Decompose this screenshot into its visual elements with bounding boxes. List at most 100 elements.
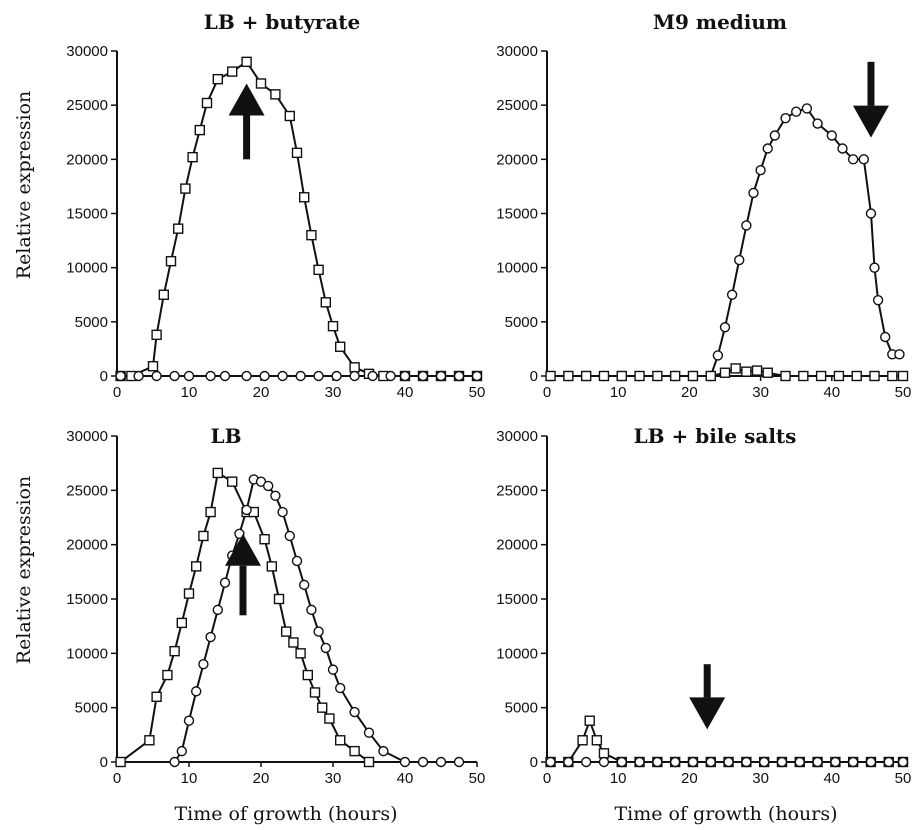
- square-marker: [281, 626, 292, 637]
- square-marker: [616, 370, 627, 382]
- circle-marker: [634, 756, 645, 768]
- square-marker: [335, 735, 346, 746]
- square-marker: [291, 147, 303, 159]
- circle-marker: [295, 370, 306, 382]
- x-tick-label: 50: [469, 770, 486, 787]
- y-axis-title-bottom: Relative expression: [13, 476, 35, 664]
- circle-marker: [277, 370, 288, 382]
- arrow-up-icon: [225, 533, 261, 566]
- circle-marker: [598, 756, 610, 768]
- square-marker: [669, 370, 681, 382]
- x-tick-label: 10: [610, 770, 627, 787]
- circle-marker: [205, 370, 216, 382]
- circle-marker: [563, 756, 574, 768]
- square-marker: [255, 78, 267, 89]
- y-tick-label: 0: [530, 368, 538, 385]
- chart-panel-4: 0 5000 10000 15000 20000 25000 30000 0 10 20 30 40 5…: [496, 424, 911, 787]
- y-tick-label: 10000: [66, 260, 108, 277]
- circle-marker: [284, 530, 295, 542]
- circle-marker: [780, 112, 791, 124]
- circle-marker: [734, 254, 745, 266]
- square-marker: [183, 588, 195, 599]
- arrow-up-icon: [228, 83, 265, 116]
- circle-marker: [865, 208, 877, 219]
- circle-marker: [399, 756, 411, 768]
- circle-marker: [270, 490, 281, 501]
- arrow-down-icon-shaft: [867, 61, 875, 106]
- y-tick-label: 20000: [496, 151, 538, 168]
- y-tick-label: 15000: [66, 206, 108, 223]
- square-marker: [187, 151, 198, 163]
- circle-marker: [277, 506, 288, 518]
- circle-marker: [435, 756, 447, 768]
- circle-marker: [719, 322, 731, 333]
- x-tick-label: 30: [325, 770, 342, 787]
- square-marker: [762, 367, 773, 378]
- arrow-down-icon-shaft: [703, 664, 711, 698]
- circle-marker: [327, 664, 339, 675]
- y-tick-label: 15000: [66, 591, 108, 608]
- y-tick-label: 0: [100, 754, 108, 771]
- x-tick-label: 30: [752, 384, 769, 401]
- square-marker: [266, 561, 277, 572]
- square-marker: [741, 366, 752, 377]
- arrow-down-icon: [689, 697, 726, 730]
- y-tick-label: 10000: [496, 645, 538, 662]
- panel-title: LB + butyrate: [204, 10, 361, 34]
- circle-marker: [545, 756, 556, 768]
- circle-marker: [183, 715, 195, 726]
- circle-marker: [133, 370, 144, 382]
- circle-marker: [417, 370, 429, 382]
- square-marker: [580, 370, 592, 382]
- y-tick-label: 25000: [496, 97, 538, 114]
- panels-group: 0 5000 10000 15000 20000 25000 30000 0 10 20 30 40 5…: [66, 10, 911, 787]
- square-marker: [295, 648, 306, 659]
- square-marker: [194, 124, 206, 136]
- circle-marker: [378, 745, 389, 757]
- circle-marker: [151, 370, 162, 382]
- y-tick-label: 5000: [75, 700, 108, 717]
- square-marker: [162, 669, 173, 681]
- square-marker: [259, 534, 270, 545]
- x-tick-label: 40: [823, 384, 840, 401]
- circle-marker: [212, 604, 224, 616]
- square-marker: [327, 320, 339, 332]
- y-tick-label: 20000: [66, 151, 108, 168]
- x-tick-label: 20: [253, 384, 270, 401]
- circle-marker: [198, 659, 209, 670]
- circle-marker: [399, 370, 411, 382]
- circle-marker: [872, 294, 884, 306]
- y-tick-label: 5000: [505, 700, 538, 717]
- circle-marker: [812, 756, 823, 768]
- y-tick-label: 30000: [496, 43, 538, 60]
- x-tick-label: 50: [895, 770, 912, 787]
- circle-marker: [669, 756, 681, 768]
- circle-marker: [363, 727, 375, 738]
- circle-marker: [741, 220, 752, 231]
- circle-marker: [219, 577, 231, 588]
- square-marker: [180, 183, 191, 194]
- square-marker: [780, 370, 791, 382]
- square-marker: [147, 361, 159, 372]
- circle-marker: [385, 370, 396, 382]
- circle-marker: [176, 745, 188, 757]
- y-tick-label: 20000: [66, 537, 108, 554]
- square-marker: [598, 748, 610, 759]
- circle-marker: [320, 642, 331, 654]
- x-tick-label: 40: [397, 770, 414, 787]
- square-marker: [851, 370, 862, 382]
- square-marker: [324, 713, 335, 724]
- circle-marker: [705, 756, 716, 768]
- square-marker: [172, 223, 184, 234]
- square-marker: [687, 370, 699, 382]
- square-marker: [198, 530, 209, 542]
- circle-marker: [801, 103, 813, 114]
- circle-marker: [219, 370, 231, 382]
- circle-marker: [367, 370, 378, 382]
- circle-marker: [723, 756, 734, 768]
- square-marker: [306, 229, 317, 241]
- y-tick-label: 5000: [505, 314, 538, 331]
- square-marker: [313, 264, 324, 276]
- arrow-up-icon-shaft: [239, 565, 247, 616]
